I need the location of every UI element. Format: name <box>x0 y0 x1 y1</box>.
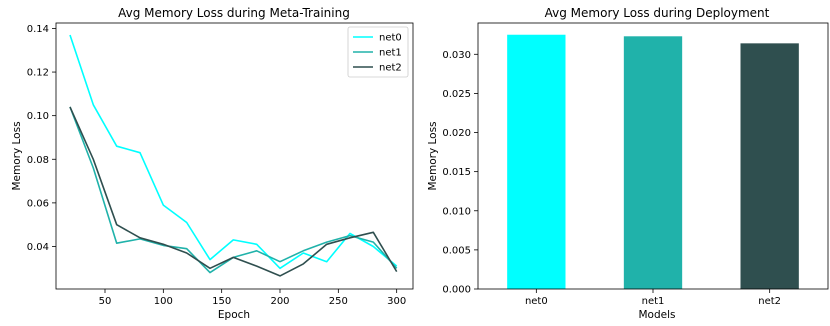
y-tick-label: 0.08 <box>27 155 49 166</box>
bar-net2 <box>740 43 799 290</box>
chart-title: Avg Memory Loss during Meta-Training <box>118 6 350 20</box>
y-tick-label: 0.025 <box>442 89 471 100</box>
x-tick-label: 300 <box>387 296 406 307</box>
x-tick-label: 50 <box>99 296 112 307</box>
series-line-net1 <box>69 106 398 274</box>
series-line-net0 <box>69 34 398 270</box>
bar-net0 <box>507 34 566 290</box>
x-tick-label: 250 <box>329 296 348 307</box>
x-tick-label: 100 <box>154 296 173 307</box>
y-tick-label: 0.14 <box>27 24 49 35</box>
y-tick-label: 0.10 <box>27 111 49 122</box>
legend-box <box>347 26 409 78</box>
x-tick-label: 150 <box>212 296 231 307</box>
y-tick-label: 0.020 <box>442 128 471 139</box>
x-tick-label: 200 <box>270 296 289 307</box>
meta-training-line-chart: Avg Memory Loss during Meta-Training 50 1… <box>11 6 414 321</box>
y-tick-label: 0.06 <box>27 198 49 209</box>
plot-frame <box>55 22 414 290</box>
y-tick-label: 0.010 <box>442 206 471 217</box>
y-tick-label: 0.04 <box>27 242 49 253</box>
x-axis-label: Models <box>639 309 676 321</box>
x-axis-label: Epoch <box>218 309 250 321</box>
x-tick-label: net0 <box>525 296 548 307</box>
legend-label: net1 <box>379 48 402 59</box>
chart-title: Avg Memory Loss during Deployment <box>545 6 770 20</box>
y-tick-label: 0.12 <box>27 68 49 79</box>
x-tick-label: net1 <box>642 296 665 307</box>
x-tick-label: net2 <box>758 296 781 307</box>
legend-label: net2 <box>379 63 402 74</box>
y-axis-label: Memory Loss <box>11 121 23 190</box>
legend-label: net0 <box>379 33 402 44</box>
y-tick-label: 0.030 <box>442 50 471 61</box>
y-tick-label: 0.015 <box>442 167 471 178</box>
y-tick-label: 0.005 <box>442 245 471 256</box>
legend: net0 net1 net2 <box>347 26 409 78</box>
y-axis-label: Memory Loss <box>427 121 439 190</box>
deployment-bar-chart: Avg Memory Loss during Deployment 0.000 0… <box>427 6 829 321</box>
bar-net1 <box>623 36 683 289</box>
series-line-net2 <box>69 106 398 277</box>
plot-frame <box>477 22 829 290</box>
y-tick-label: 0.000 <box>442 285 471 296</box>
